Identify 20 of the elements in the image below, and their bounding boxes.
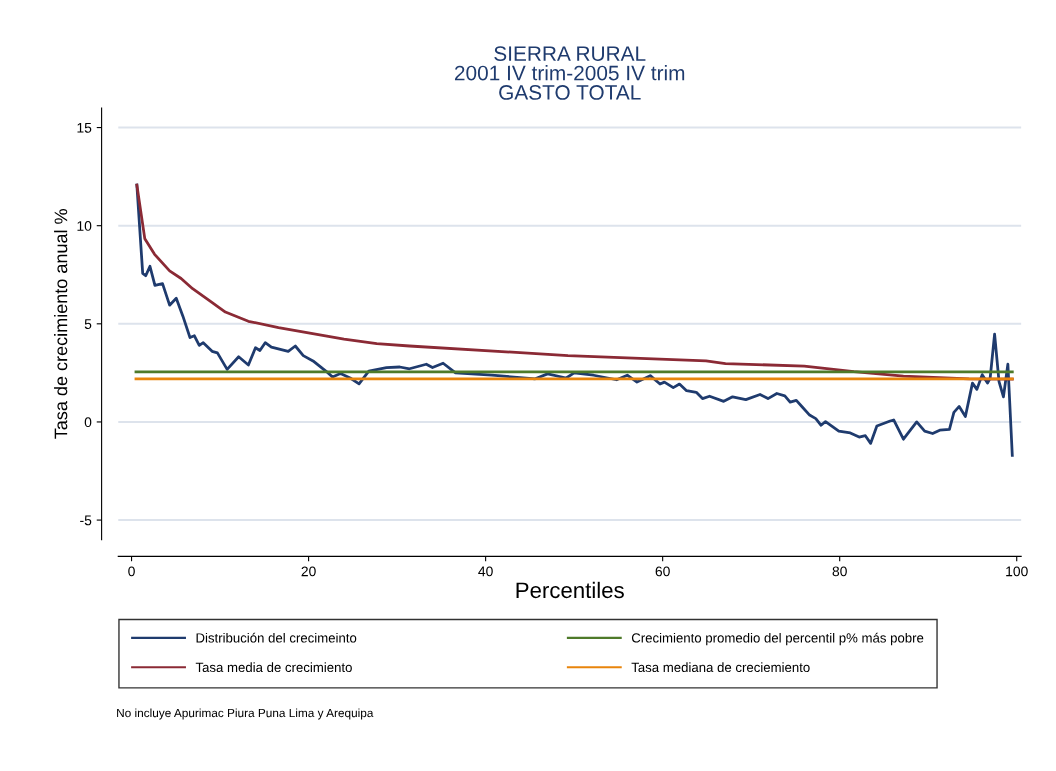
y-tick-label: 15 — [77, 123, 92, 133]
x-tick-label: 0 — [128, 566, 135, 577]
legend-label: Crecimiento promedio del percentil p% más pobre — [631, 632, 924, 646]
legend-label: Distribución del crecimeinto — [196, 632, 357, 643]
legend-label: Tasa media de crecimiento — [195, 662, 352, 673]
y-tick-label: -5 — [80, 515, 92, 526]
y-axis-title: Tasa de crecimiento anual % — [54, 209, 68, 439]
line-series — [135, 183, 1014, 457]
y-tick-label: 5 — [84, 319, 92, 329]
x-tick-label: 100 — [1006, 566, 1028, 577]
x-tick-label: 80 — [832, 566, 847, 577]
x-tick-label: 60 — [655, 566, 670, 577]
x-axis-title: Percentiles — [516, 581, 624, 599]
x-tick-label: 40 — [478, 566, 493, 577]
chart-title: SIERRA RURAL 2001 IV trim-2005 IV trim GASTO TOTAL — [454, 46, 685, 100]
text: No incluye Apurimac Piura Puna Lima y Arequipa — [117, 708, 374, 720]
x-tick-label: 20 — [301, 566, 316, 577]
y-tick-label: 0 — [84, 417, 92, 428]
legend-label: Tasa mediana de creciemiento — [631, 662, 810, 673]
y-tick-label: 10 — [77, 221, 92, 231]
